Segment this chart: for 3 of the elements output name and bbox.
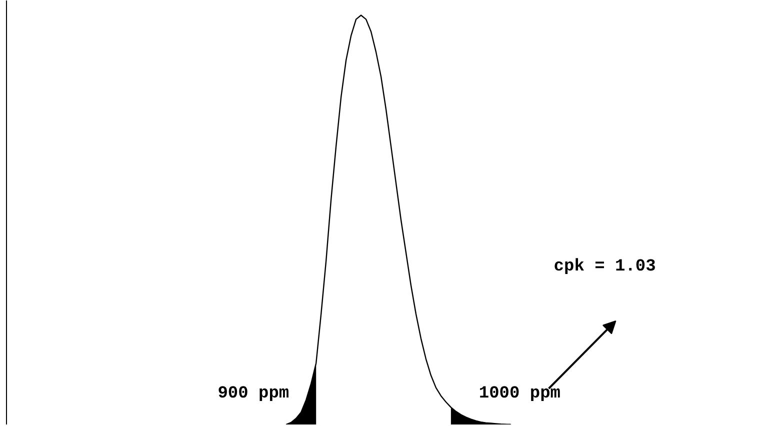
annotation: 900 ppm bbox=[218, 384, 290, 404]
text: cpk = 1.03 bbox=[554, 257, 656, 276]
annotation: 1000 ppm bbox=[478, 384, 561, 404]
